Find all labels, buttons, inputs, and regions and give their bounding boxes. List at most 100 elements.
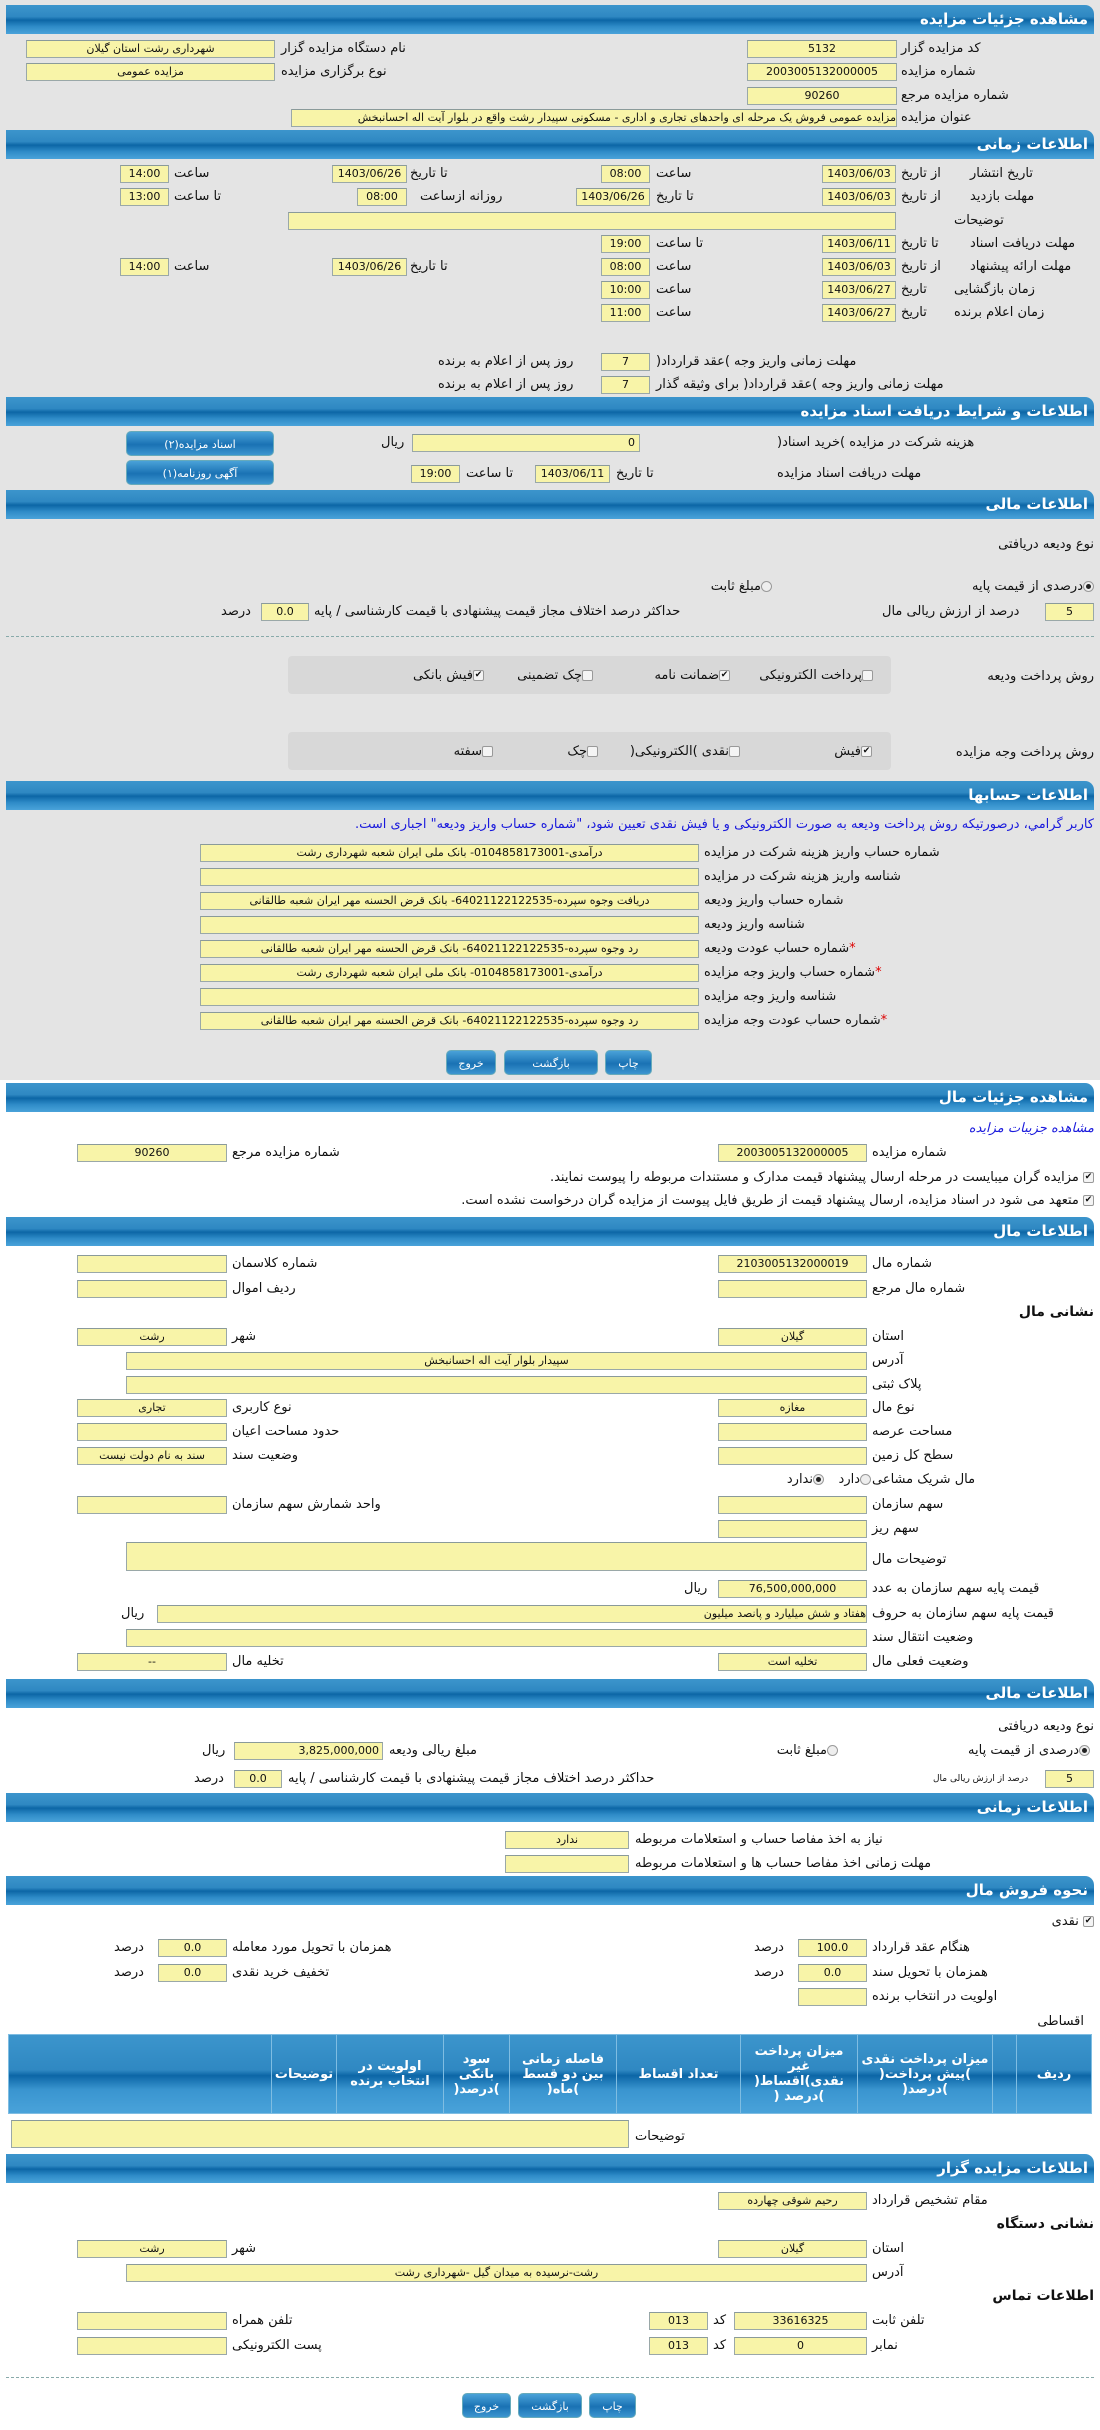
fee-account-field[interactable]: درآمدی-0104858173001- بانک ملی ایران شعب… xyxy=(200,844,699,862)
winner-date[interactable]: 1403/06/27 xyxy=(822,304,896,322)
item-kind-field[interactable]: مغازه xyxy=(718,1399,867,1417)
checkbox-icon[interactable] xyxy=(587,746,598,757)
docs-to-time[interactable]: 19:00 xyxy=(601,235,650,253)
item-auction-ref[interactable]: 90260 xyxy=(77,1144,227,1162)
exit-button[interactable]: خروج xyxy=(462,2393,511,2418)
radio-checked-icon[interactable] xyxy=(1079,1745,1090,1756)
offer-from-time[interactable]: 08:00 xyxy=(601,258,650,276)
auction-details-link[interactable]: مشاهده جزیبات مزایده xyxy=(968,1121,1094,1136)
fee-payment-id-field[interactable] xyxy=(200,868,699,886)
print-button[interactable]: چاپ xyxy=(589,2393,636,2418)
deposit-percent-field[interactable]: 5 xyxy=(1045,1770,1094,1788)
payment-method-cash-electronic[interactable]: نقدی )الکترونیکی( xyxy=(630,743,740,761)
fax-code-field[interactable]: 013 xyxy=(649,2337,708,2355)
item-delivery-percent-field[interactable]: 0.0 xyxy=(158,1939,227,1957)
deposit-method-cheque[interactable]: چک تضمینی xyxy=(517,667,593,685)
checkbox-checked-icon[interactable]: ✔ xyxy=(1083,1916,1094,1927)
offer-to-time[interactable]: 14:00 xyxy=(120,258,169,276)
contract-percent-field[interactable]: 100.0 xyxy=(798,1939,867,1957)
auction-documents-button[interactable]: اسناد مزایده(۲) xyxy=(126,431,274,456)
winner-priority-field[interactable] xyxy=(798,1988,867,2006)
winner-time[interactable]: 11:00 xyxy=(601,304,650,322)
auction-ref-field[interactable]: 90260 xyxy=(747,87,897,105)
auction-type-field[interactable]: مزایده عمومی xyxy=(26,63,275,81)
item-number-field[interactable]: 2103005132000019 xyxy=(718,1255,867,1273)
share-unit-field[interactable] xyxy=(77,1496,227,1514)
auction-refund-account-field[interactable]: رد وجوه سپرده-64021122122535- بانک قرض ا… xyxy=(200,1012,699,1030)
mobile-field[interactable] xyxy=(77,2312,227,2330)
offer-to-date[interactable]: 1403/06/26 xyxy=(332,258,407,276)
auction-subject-field[interactable]: مزایده عمومی فروش یک مرحله ای واحدهای تج… xyxy=(291,109,897,127)
opening-time[interactable]: 10:00 xyxy=(601,281,650,299)
radio-checked-icon[interactable] xyxy=(813,1474,824,1485)
commitment-checkbox[interactable]: ✔ متعهد می شود در اسناد مزایده، ارسال پی… xyxy=(461,1192,1094,1210)
back-button[interactable]: بازگشت xyxy=(518,2393,582,2418)
deed-delivery-percent-field[interactable]: 0.0 xyxy=(798,1964,867,1982)
max-diff-percent-field[interactable]: 0.0 xyxy=(261,603,309,621)
building-area-field[interactable] xyxy=(77,1423,227,1441)
deed-transfer-field[interactable] xyxy=(126,1629,867,1647)
deposit-method-guarantee[interactable]: ✔ضمانت نامه xyxy=(654,667,730,685)
payment-method-promissory[interactable]: سفته xyxy=(454,743,493,761)
radio-percent-of-base[interactable]: درصدی از قیمت پایه xyxy=(972,578,1094,596)
auction-number-field[interactable]: 2003005132000005 xyxy=(747,63,897,81)
item-address-field[interactable]: سپیدار بلوار آیت اله احسانبخش xyxy=(126,1352,867,1370)
radio-shared-no[interactable]: ندارد xyxy=(787,1471,824,1489)
offer-from-date[interactable]: 1403/06/03 xyxy=(822,258,896,276)
checkbox-icon[interactable] xyxy=(862,670,873,681)
checkbox-checked-icon[interactable]: ✔ xyxy=(861,746,872,757)
print-button[interactable]: چاپ xyxy=(605,1050,652,1075)
fax-field[interactable]: 0 xyxy=(734,2337,867,2355)
exit-button[interactable]: خروج xyxy=(446,1050,496,1075)
deposit-method-electronic[interactable]: پرداخت الکترونیکی xyxy=(759,667,873,685)
radio-shared-yes[interactable]: دارد xyxy=(839,1471,871,1489)
checkbox-checked-icon[interactable]: ✔ xyxy=(1083,1172,1094,1183)
docs-deadline-date[interactable]: 1403/06/11 xyxy=(535,465,610,483)
timing-notes-field[interactable] xyxy=(288,212,896,230)
checkbox-checked-icon[interactable]: ✔ xyxy=(1083,1195,1094,1206)
cash-checkbox[interactable]: ✔ نقدی xyxy=(1052,1913,1094,1931)
checkbox-icon[interactable] xyxy=(482,746,493,757)
class-number-field[interactable] xyxy=(77,1255,227,1273)
max-diff-percent-field[interactable]: 0.0 xyxy=(234,1770,282,1788)
checkbox-checked-icon[interactable]: ✔ xyxy=(473,670,484,681)
item-ref-field[interactable] xyxy=(718,1280,867,1298)
deposit-refund-account-field[interactable]: رد وجوه سپرده-64021122122535- بانک قرض ا… xyxy=(200,940,699,958)
deposit-method-bank-slip[interactable]: ✔فیش بانکی xyxy=(413,667,484,685)
checkbox-checked-icon[interactable]: ✔ xyxy=(719,670,730,681)
email-field[interactable] xyxy=(77,2337,227,2355)
publish-from-date[interactable]: 1403/06/03 xyxy=(822,165,896,183)
radio-unchecked-icon[interactable] xyxy=(827,1745,838,1756)
plaque-field[interactable] xyxy=(126,1376,867,1394)
back-button[interactable]: بازگشت xyxy=(504,1050,598,1075)
share-detail-field[interactable] xyxy=(718,1520,867,1538)
publish-to-time[interactable]: 14:00 xyxy=(120,165,169,183)
radio-fixed-amount[interactable]: مبلغ ثابت xyxy=(777,1742,838,1760)
total-land-field[interactable] xyxy=(718,1447,867,1465)
phone-field[interactable]: 33616325 xyxy=(734,2312,867,2330)
evacuation-field[interactable]: -- xyxy=(77,1653,227,1671)
item-auction-number[interactable]: 2003005132000005 xyxy=(718,1144,867,1162)
visit-daily-from[interactable]: 08:00 xyxy=(357,188,407,206)
radio-unchecked-icon[interactable] xyxy=(761,581,772,592)
payment-method-cheque[interactable]: چک xyxy=(567,743,598,761)
checkbox-icon[interactable] xyxy=(582,670,593,681)
deed-status-field[interactable]: سند به نام دولت نیست xyxy=(77,1447,227,1465)
deposit-percent-field[interactable]: 5 xyxy=(1045,603,1094,621)
publish-from-time[interactable]: 08:00 xyxy=(601,165,650,183)
visit-to-date[interactable]: 1403/06/26 xyxy=(576,188,650,206)
visit-daily-to[interactable]: 13:00 xyxy=(120,188,169,206)
deposit-account-field[interactable]: دریافت وجوه سپرده-64021122122535- بانک ق… xyxy=(200,892,699,910)
clearance-field[interactable]: ندارد xyxy=(505,1831,629,1849)
base-price-number-field[interactable]: 76,500,000,000 xyxy=(718,1580,867,1598)
deposit-amount-field[interactable]: 3,825,000,000 xyxy=(234,1742,383,1760)
attachment-required-checkbox[interactable]: ✔ مزایده گران میبایست در مرحله ارسال پیش… xyxy=(550,1169,1094,1187)
city-field[interactable]: رشت xyxy=(77,1328,227,1346)
org-city-field[interactable]: رشت xyxy=(77,2240,227,2258)
cash-discount-field[interactable]: 0.0 xyxy=(158,1964,227,1982)
radio-unchecked-icon[interactable] xyxy=(860,1474,871,1485)
opening-date[interactable]: 1403/06/27 xyxy=(822,281,896,299)
asset-row-field[interactable] xyxy=(77,1280,227,1298)
sale-notes-field[interactable] xyxy=(11,2120,629,2148)
org-address-field[interactable]: رشت-نرسیده به میدان گیل -شهرداری رشت xyxy=(126,2264,867,2282)
